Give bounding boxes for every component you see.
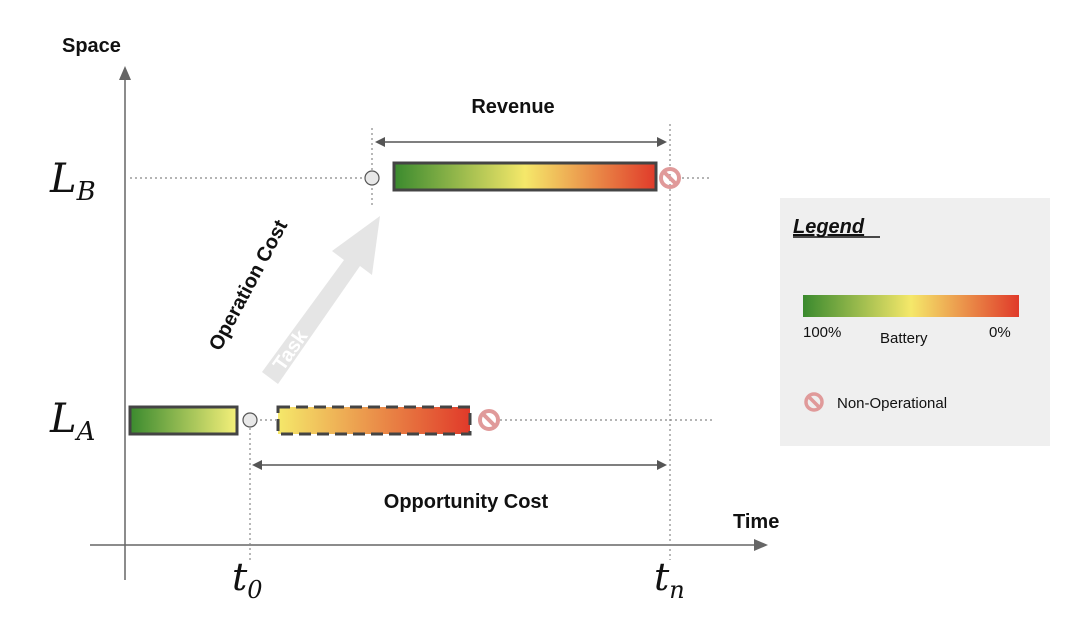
legend-battery-full: 100% — [803, 324, 841, 341]
operation-cost-label: Operation Cost — [205, 216, 292, 354]
location-b-label: LB — [49, 156, 96, 207]
y-axis — [119, 66, 131, 580]
legend-non-operational-label: Non-Operational — [837, 395, 947, 412]
legend-non-operational-icon — [804, 392, 824, 412]
y-axis-label: Space — [62, 35, 121, 57]
battery-bar-lb — [392, 161, 658, 192]
x-axis — [90, 539, 768, 551]
non-operational-icon — [478, 409, 500, 431]
legend-battery-empty: 0% — [989, 324, 1011, 341]
opportunity-cost-label: Opportunity Cost — [384, 491, 549, 513]
revenue-label: Revenue — [471, 96, 554, 118]
arrival-node — [364, 170, 380, 186]
x-axis-arrow-icon — [754, 539, 768, 551]
legend-title: Legend — [793, 216, 865, 238]
time-t0-label: t0 — [232, 555, 263, 604]
legend-battery-label: Battery — [880, 330, 928, 347]
x-axis-label: Time — [733, 511, 779, 533]
guide-lines — [130, 124, 715, 560]
time-tn-label: tn — [654, 555, 685, 604]
non-operational-icon — [659, 167, 681, 189]
legend-background — [780, 198, 1050, 446]
legend-battery-gradient — [803, 295, 1019, 317]
legend-panel: Legend 100% Battery 0% Non-Operational — [780, 198, 1050, 446]
departure-node — [242, 412, 258, 428]
location-a-label: LA — [49, 396, 95, 447]
y-axis-arrow-icon — [119, 66, 131, 80]
battery-bar-la-before — [128, 405, 239, 436]
battery-bar-la-counterfactual — [276, 405, 472, 436]
